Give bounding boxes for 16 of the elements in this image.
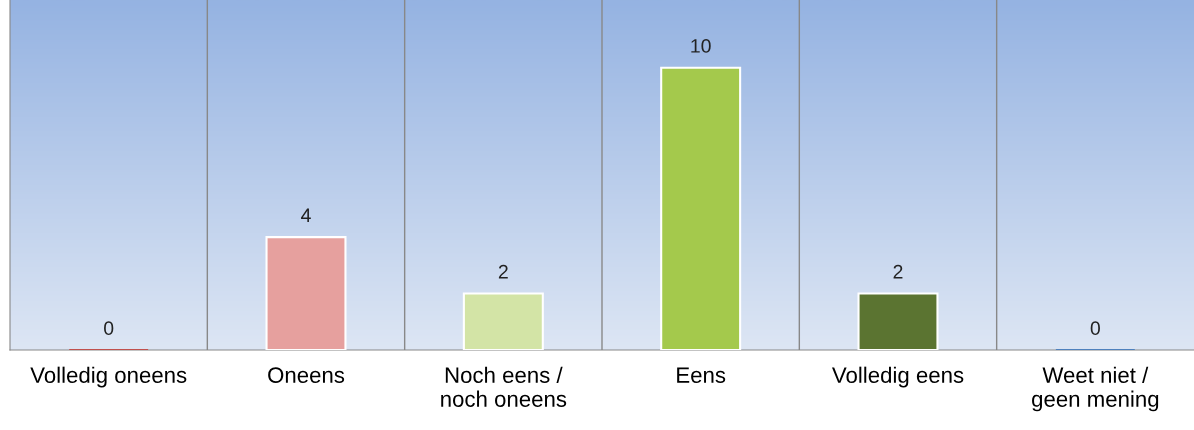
x-tick-label: Volledig eens xyxy=(832,366,964,388)
x-tick-label: Weet niet / geen mening xyxy=(1032,366,1159,412)
data-label: 0 xyxy=(104,321,114,336)
data-label: 10 xyxy=(691,39,711,53)
bar xyxy=(857,292,939,350)
x-tick-label: Eens xyxy=(677,367,726,383)
data-label: 0 xyxy=(1090,321,1100,336)
x-tick-label: Volledig oneens xyxy=(30,366,187,388)
x-tick-label: Oneens xyxy=(268,367,345,383)
data-label: 4 xyxy=(301,208,311,222)
bar xyxy=(660,66,742,350)
bar xyxy=(265,236,347,350)
data-label: 2 xyxy=(498,264,508,279)
bar xyxy=(462,292,544,350)
data-label: 2 xyxy=(893,264,903,279)
x-tick-label: Noch eens / noch oneens xyxy=(441,366,567,407)
